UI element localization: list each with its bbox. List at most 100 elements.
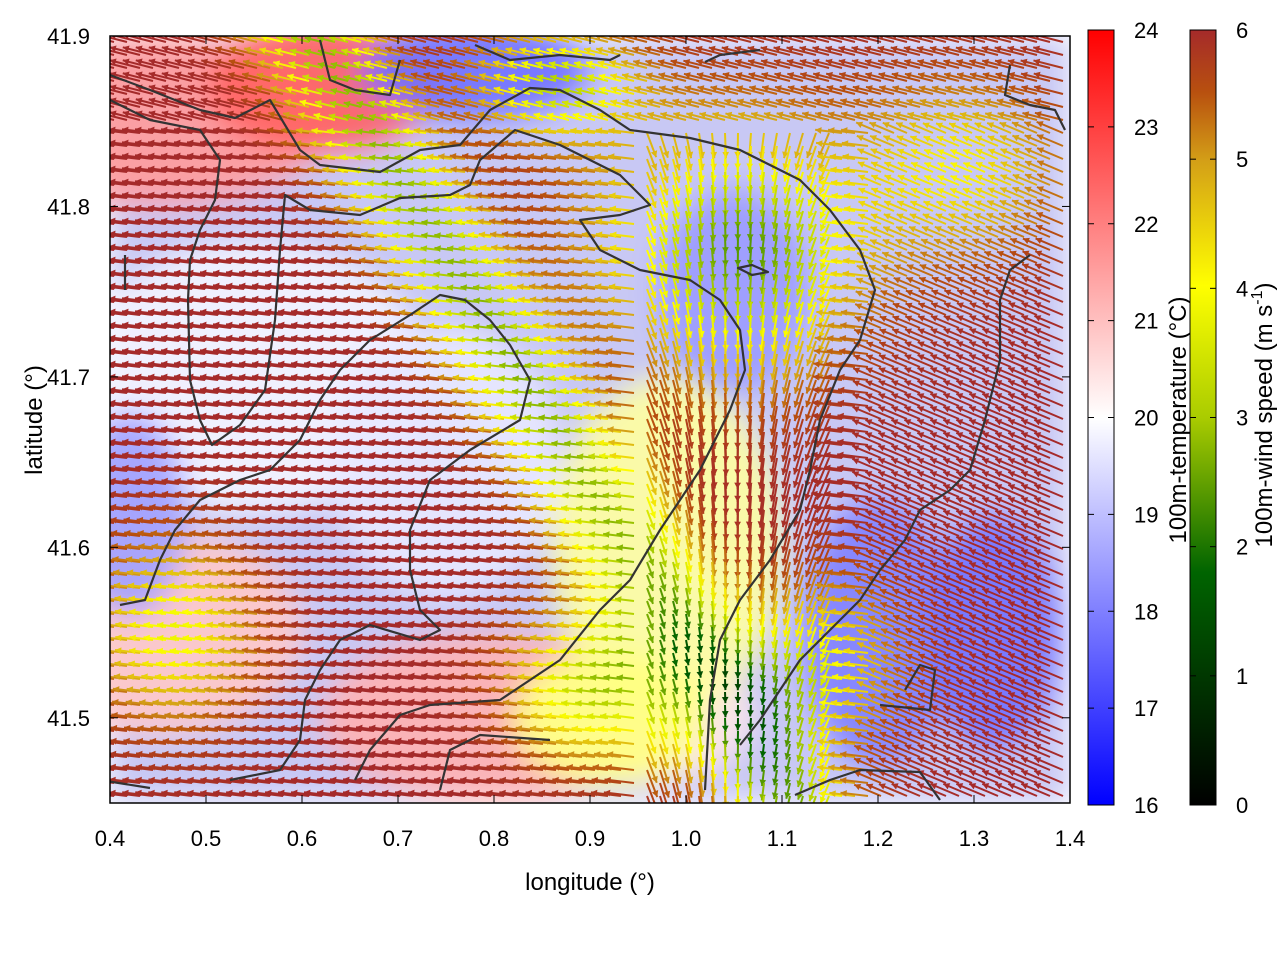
wind-arrow-head <box>869 121 877 129</box>
wind-arrow-head <box>800 71 808 79</box>
wind-arrow-head <box>317 61 325 69</box>
wind-arrow-shaft <box>879 36 908 43</box>
wind-arrow-shaft <box>110 142 128 147</box>
wind-arrow-head <box>393 141 401 148</box>
wind-arrow-head <box>937 149 945 156</box>
wind-arrow-head <box>399 85 407 93</box>
wind-arrow-head <box>122 58 130 66</box>
wind-arrow-head <box>931 85 939 92</box>
wind-arrow-head <box>521 60 529 68</box>
wind-arrow-head <box>851 45 859 53</box>
wind-arrow-head <box>1000 135 1008 142</box>
wind-arrow-head <box>909 122 917 129</box>
temperature-patch <box>657 189 811 394</box>
wind-arrow-head <box>802 111 809 118</box>
wind-arrow-head <box>409 45 417 53</box>
wind-arrow-head <box>857 161 865 168</box>
wind-arrow-head <box>557 36 564 41</box>
wind-arrow-head <box>647 111 655 119</box>
wind-arrow-head <box>380 193 388 200</box>
wind-arrow-head <box>320 192 327 199</box>
wind-arrow-head <box>122 152 129 160</box>
wind-arrow-head <box>376 73 384 80</box>
wind-arrow-shaft <box>110 114 128 121</box>
wind-arrow-head <box>585 112 592 119</box>
wind-arrow-head <box>550 74 558 81</box>
wind-arrow-head <box>761 71 769 79</box>
wind-arrow-head <box>393 219 400 226</box>
wind-arrow-head <box>878 72 886 79</box>
wind-arrow-head <box>412 98 420 105</box>
wind-arrow-head <box>737 98 745 105</box>
wind-arrow-head <box>807 211 815 219</box>
wind-arrow-head <box>174 126 181 134</box>
wind-arrow-head <box>819 192 826 200</box>
wind-arrow-head <box>554 153 561 160</box>
wind-arrow-head <box>252 217 259 225</box>
wind-arrow-head <box>937 175 945 182</box>
wind-arrow-head <box>407 180 415 187</box>
wind-arrow-head <box>381 128 388 135</box>
wind-arrow-head <box>83 426 90 433</box>
wind-arrow-head <box>1037 147 1045 154</box>
wind-arrow-head <box>148 45 156 53</box>
wind-arrow-head <box>800 36 806 40</box>
wind-arrow-shaft <box>684 36 713 43</box>
wind-arrow-head <box>514 152 521 160</box>
wind-arrow-head <box>610 73 618 80</box>
wind-arrow-head <box>587 73 595 81</box>
wind-arrow-head <box>749 36 754 40</box>
wind-arrow-head <box>96 348 103 355</box>
wind-arrow-head <box>437 140 444 147</box>
wind-arrow-head <box>391 112 399 120</box>
wind-arrow-head <box>226 165 233 173</box>
wind-arrow-head <box>871 187 879 194</box>
wind-arrow-head <box>1012 174 1020 181</box>
wind-arrow-head <box>650 176 658 183</box>
wind-arrow-head <box>343 74 351 82</box>
wind-arrow-head <box>1020 45 1028 53</box>
wind-arrow-head <box>864 58 872 66</box>
wind-arrow-head <box>581 192 588 199</box>
wind-arrow-head <box>595 205 602 212</box>
wind-arrow-head <box>632 36 638 40</box>
wind-arrow-head <box>918 85 926 92</box>
wind-arrow-head <box>806 151 813 158</box>
wind-arrow-head <box>918 72 925 79</box>
wind-arrow-head <box>897 200 905 207</box>
wind-arrow-head <box>148 71 156 79</box>
wind-arrow-head <box>394 206 401 213</box>
wind-arrow-head <box>443 205 451 213</box>
wind-arrow-head <box>794 151 801 159</box>
wind-arrow-head <box>751 111 758 119</box>
wind-arrow-head <box>684 85 692 92</box>
wind-arrow-head <box>843 179 851 187</box>
wind-arrow-shaft <box>110 62 128 69</box>
wind-arrow-head <box>408 206 415 213</box>
wind-arrow-head <box>226 126 233 134</box>
wind-arrow-head <box>949 135 957 143</box>
wind-arrow-head <box>382 154 389 161</box>
wind-arrow-head <box>696 58 704 66</box>
wind-arrow-head <box>265 178 272 186</box>
wind-arrow-head <box>96 231 103 238</box>
wind-arrow-head <box>252 152 259 160</box>
wind-arrow-head <box>355 141 363 148</box>
wind-arrow-head <box>214 71 222 79</box>
wind-arrow-head <box>174 152 181 160</box>
wind-arrow-head <box>974 122 982 129</box>
wind-arrow-head <box>451 179 459 186</box>
wind-arrow-head <box>816 153 824 161</box>
wind-arrow-head <box>1036 199 1044 206</box>
wind-arrow-head <box>110 84 117 92</box>
wind-arrow-head <box>852 85 860 92</box>
wind-arrow-head <box>474 152 482 160</box>
wind-arrow-head <box>339 153 346 161</box>
wind-arrow-head <box>584 47 591 54</box>
wind-arrow-head <box>187 178 194 186</box>
wind-arrow-head <box>161 71 169 79</box>
wind-arrow-head <box>594 166 602 173</box>
wind-arrow-head <box>213 126 220 134</box>
wind-arrow-head <box>241 84 249 92</box>
wind-arrow-head <box>96 257 103 264</box>
